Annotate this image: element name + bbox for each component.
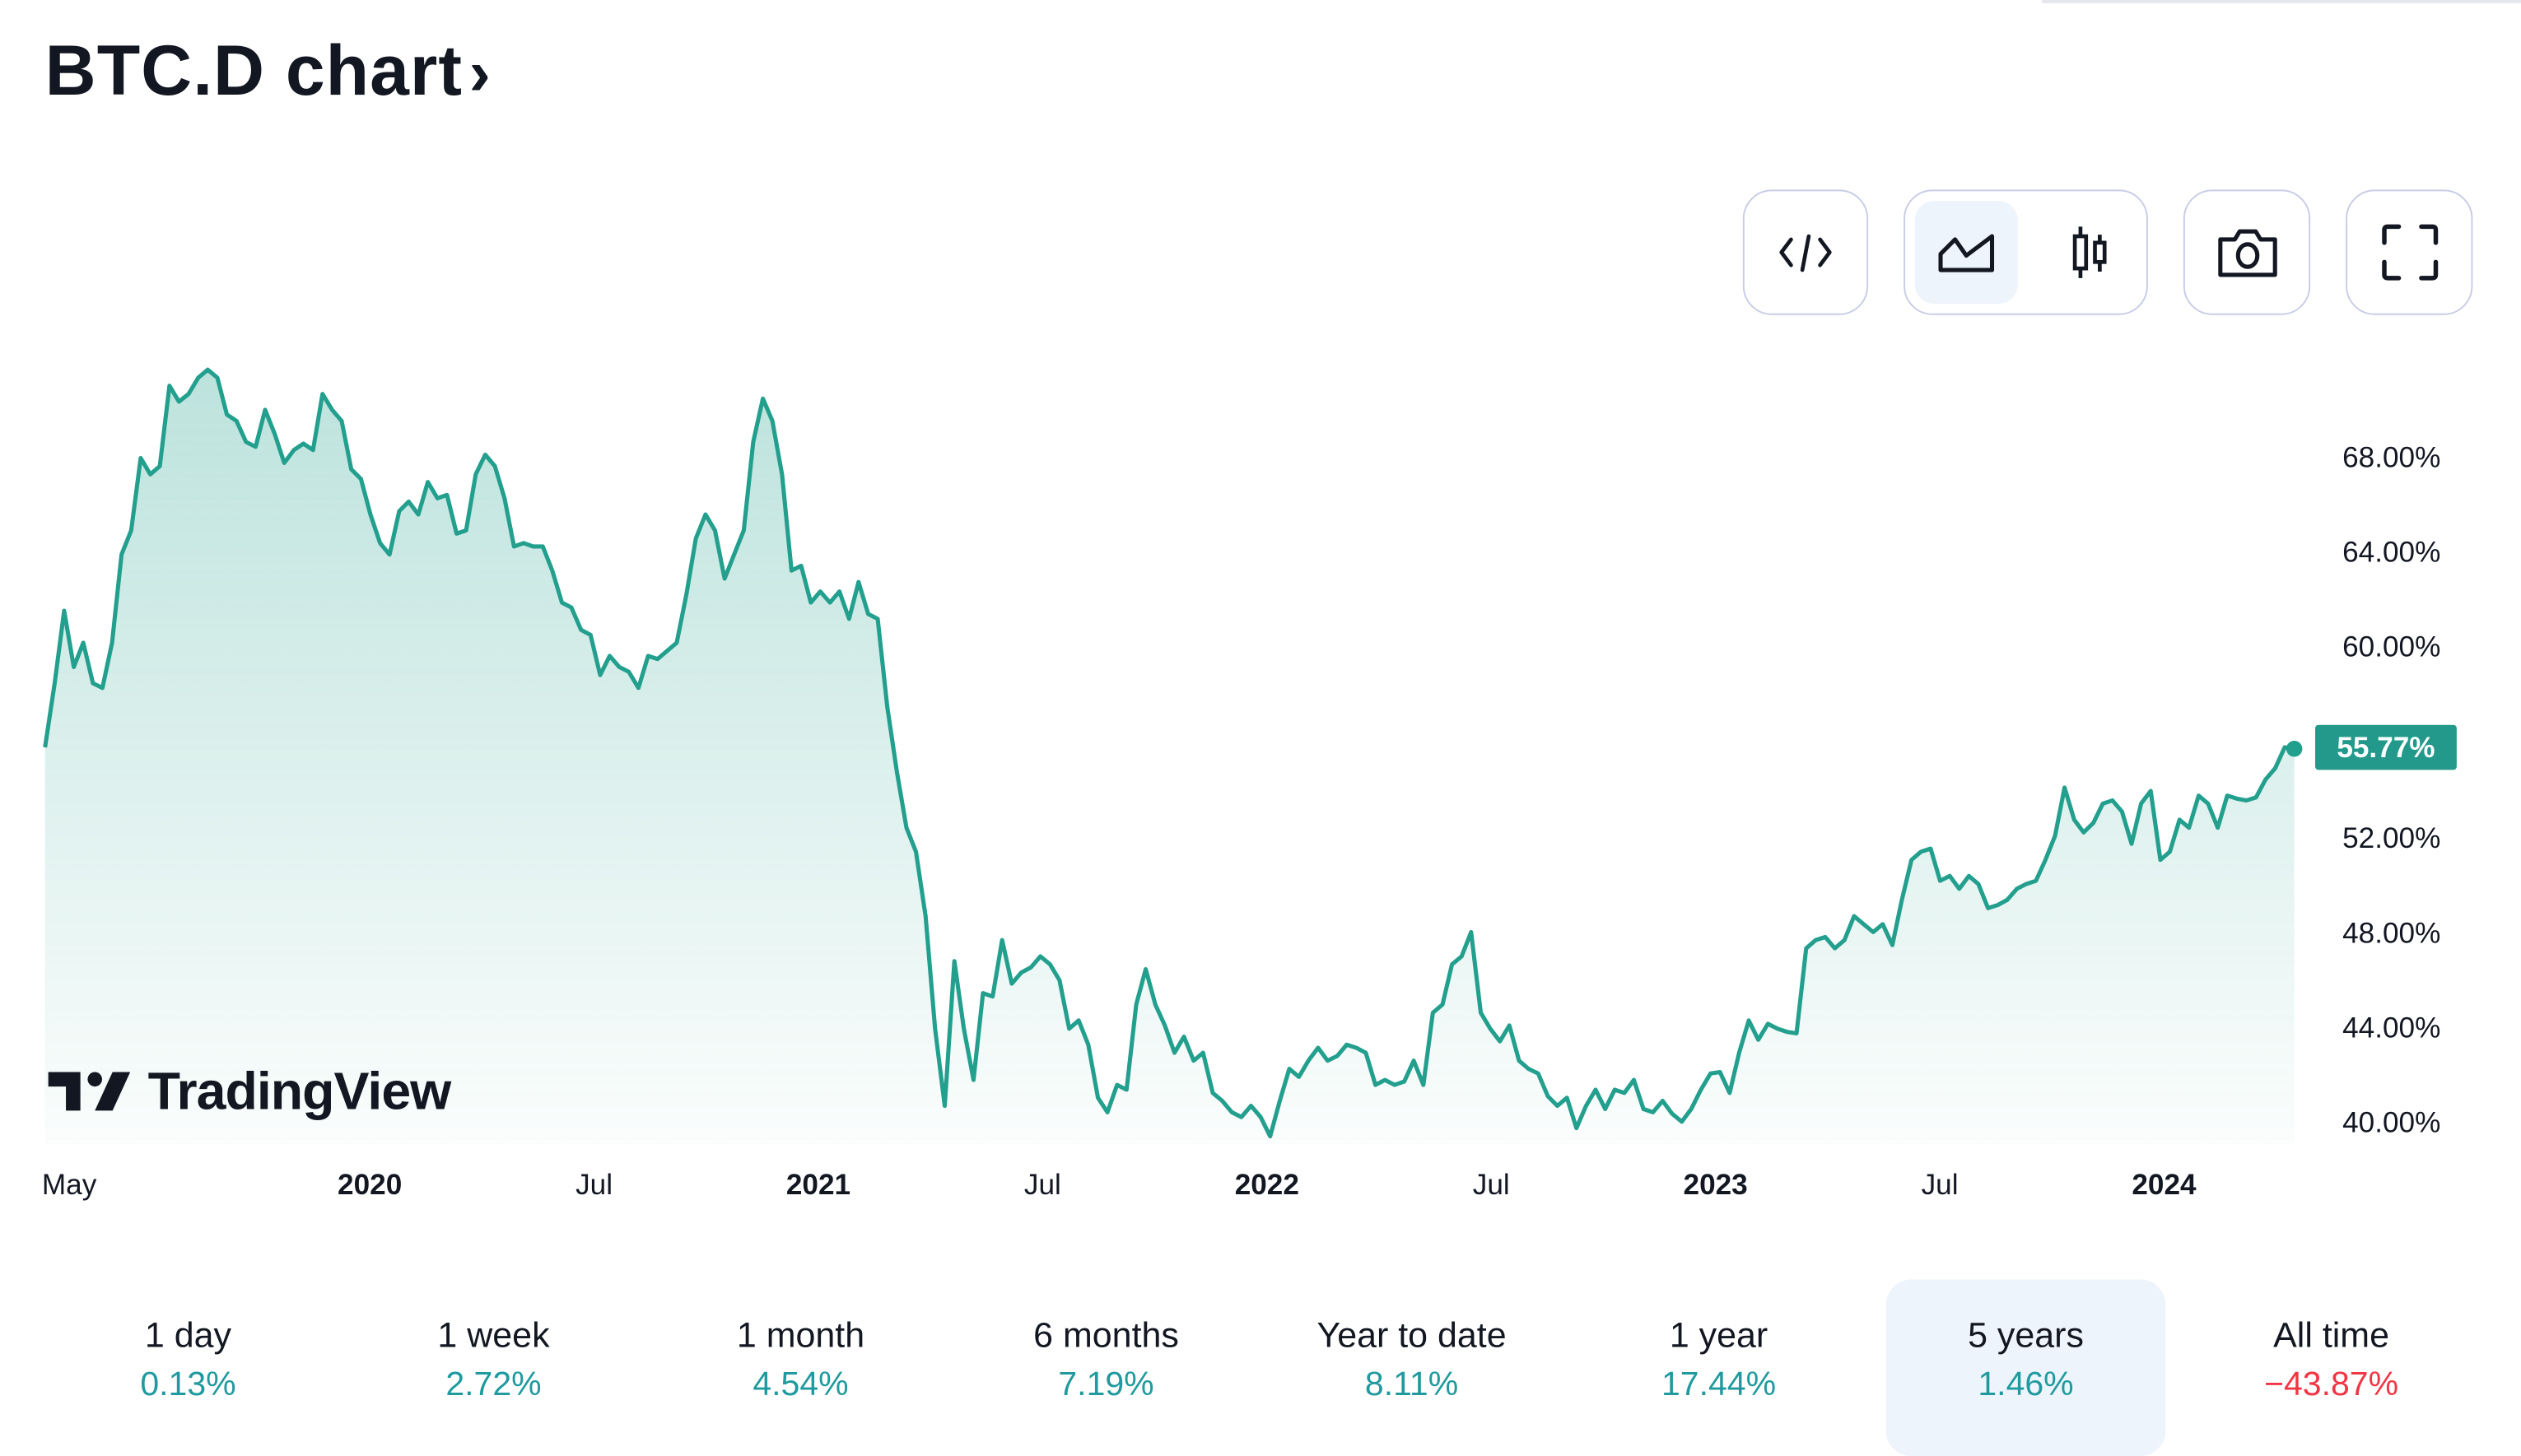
period-tab[interactable]: All time −43.87% (2192, 1279, 2472, 1456)
last-point-marker (2286, 741, 2303, 757)
area-chart-icon (1938, 234, 1995, 272)
x-tick-label: Jul (1921, 1168, 1959, 1201)
y-tick-label: 48.00% (2342, 916, 2441, 949)
y-tick-label: 40.00% (2342, 1106, 2441, 1139)
tradingview-logo[interactable]: TradingView (48, 1060, 452, 1122)
y-tick-label: 68.00% (2342, 441, 2441, 474)
code-icon (1779, 234, 1832, 272)
period-tab[interactable]: 1 month 4.54% (661, 1279, 941, 1456)
candlestick-chart-button[interactable] (2037, 201, 2140, 304)
last-price-label: 55.77% (2315, 724, 2457, 770)
period-tab[interactable]: 1 year 17.44% (1579, 1279, 1859, 1456)
period-label: 1 month (736, 1314, 865, 1356)
x-tick-label: 2022 (1234, 1168, 1299, 1201)
area-fill (44, 370, 2295, 1145)
period-tab[interactable]: Year to date 8.11% (1272, 1279, 1552, 1456)
x-tick-label: Jul (575, 1168, 613, 1201)
period-label: 6 months (1033, 1314, 1179, 1356)
fullscreen-icon (2381, 224, 2438, 281)
chart-title-link[interactable]: BTC.D chart › (45, 32, 492, 113)
tradingview-logo-text: TradingView (147, 1060, 452, 1121)
y-tick-label: 44.00% (2342, 1012, 2441, 1044)
x-tick-label: May (41, 1168, 97, 1201)
top-divider (2042, 0, 2521, 3)
period-change: 4.54% (753, 1365, 849, 1403)
area-chart-button[interactable] (1914, 201, 2018, 305)
period-change: 7.19% (1058, 1365, 1154, 1403)
x-tick-label: Jul (1472, 1168, 1510, 1201)
period-change: 2.72% (445, 1365, 542, 1403)
series-line (43, 367, 2295, 1139)
x-tick-label: Jul (1023, 1168, 1061, 1201)
period-label: All time (2273, 1314, 2389, 1356)
period-label: 1 week (437, 1314, 550, 1356)
period-label: 1 day (144, 1314, 232, 1356)
x-tick-label: 2020 (338, 1168, 403, 1201)
period-label: Year to date (1316, 1314, 1507, 1356)
embed-code-button[interactable] (1742, 189, 1869, 315)
period-tab[interactable]: 6 months 7.19% (967, 1279, 1247, 1456)
x-tick-label: 2023 (1683, 1168, 1748, 1201)
y-tick-label: 64.00% (2342, 536, 2441, 569)
period-change: 0.13% (140, 1365, 236, 1403)
chevron-right-icon: › (468, 38, 492, 109)
chart-type-toggle (1904, 189, 2148, 315)
period-tab[interactable]: 1 week 2.72% (354, 1279, 634, 1456)
period-change: 8.11% (1364, 1365, 1459, 1403)
period-label: 5 years (1968, 1314, 2084, 1356)
period-tab[interactable]: 5 years 1.46% (1885, 1279, 2166, 1456)
price-chart[interactable] (0, 0, 2521, 1221)
period-change: −43.87% (2264, 1365, 2399, 1403)
period-change: 17.44% (1661, 1365, 1777, 1403)
chart-title: BTC.D chart (44, 32, 463, 111)
period-tab[interactable]: 1 day 0.13% (49, 1279, 329, 1456)
x-tick-label: 2021 (785, 1168, 851, 1201)
period-label: 1 year (1669, 1314, 1768, 1356)
x-tick-label: 2024 (2132, 1168, 2197, 1201)
y-tick-label: 60.00% (2342, 631, 2441, 664)
camera-icon (2217, 229, 2276, 277)
candlestick-icon (2072, 226, 2107, 278)
snapshot-button[interactable] (2183, 189, 2311, 315)
fullscreen-button[interactable] (2346, 189, 2473, 315)
period-change: 1.46% (1978, 1365, 2074, 1403)
y-tick-label: 52.00% (2342, 821, 2441, 854)
tradingview-logo-icon (48, 1072, 131, 1111)
